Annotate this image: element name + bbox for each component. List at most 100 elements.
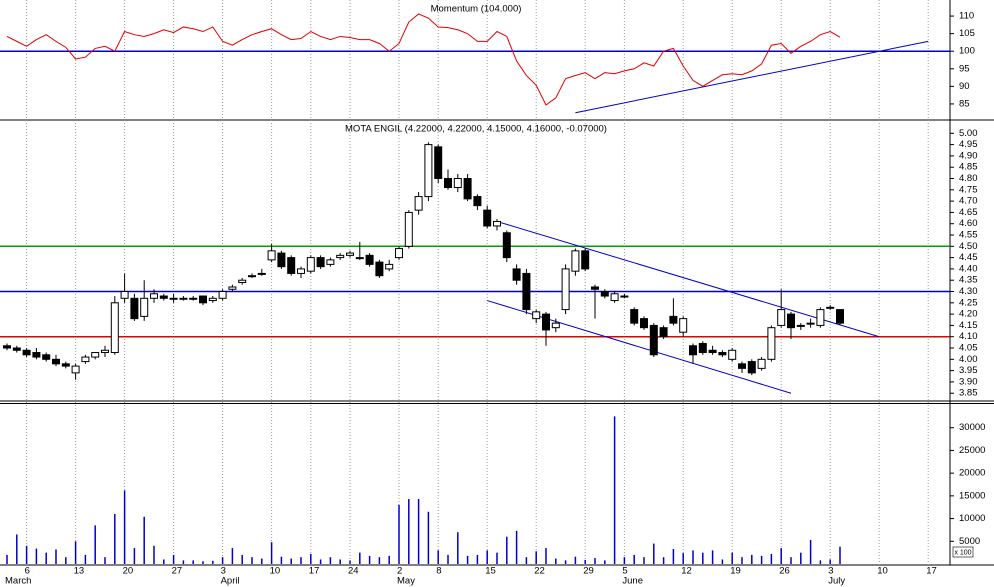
volume-bar: [447, 554, 449, 564]
candle-body: [542, 313, 550, 331]
y-tick-label: 3.85: [959, 388, 978, 399]
candle-body: [669, 315, 678, 324]
candle-body: [532, 311, 541, 320]
y-tick-label: 85: [959, 98, 970, 109]
month-label: March: [5, 576, 31, 587]
volume-bar: [349, 560, 351, 564]
volume-bar: [613, 416, 616, 564]
month-label: July: [828, 576, 845, 587]
volume-bar: [643, 557, 645, 564]
volume-bar: [751, 554, 753, 564]
volume-bar: [702, 552, 704, 564]
candle-body: [248, 275, 256, 278]
candle-body: [169, 297, 178, 300]
volume-bar: [290, 558, 292, 564]
candle-body: [150, 293, 158, 299]
candle-body: [767, 327, 776, 360]
candle-body: [297, 268, 305, 274]
month-label: May: [397, 576, 415, 587]
x-tick-label: 8: [436, 566, 441, 577]
volume-bar: [809, 539, 812, 564]
candle-body: [571, 250, 580, 272]
candle-body: [747, 361, 756, 374]
volume-bar: [506, 536, 508, 564]
candle-body: [277, 252, 286, 268]
candle-body: [581, 250, 590, 270]
candle-body: [287, 257, 296, 274]
volume-bar: [829, 559, 831, 564]
candle-body: [42, 354, 51, 360]
candle-body: [365, 254, 374, 265]
x-tick-label: 29: [583, 566, 594, 577]
candle-body: [610, 293, 619, 302]
volume-bar: [584, 559, 586, 564]
candle-body: [591, 286, 599, 290]
volume-bar: [133, 548, 136, 564]
candle-body: [787, 313, 795, 329]
x-tick-label: 10: [877, 566, 888, 577]
volume-bar: [741, 557, 743, 564]
volume-bar: [486, 550, 488, 564]
volume-bar: [760, 555, 763, 564]
volume-bar: [682, 553, 684, 564]
volume-bar: [457, 532, 459, 564]
y-tick-label: 10000: [959, 513, 985, 524]
candle-body: [640, 318, 648, 329]
candle-body: [101, 349, 109, 354]
candle-body: [434, 146, 443, 180]
candle-body: [326, 259, 335, 265]
candle-body: [130, 297, 139, 320]
volume-bar: [476, 554, 479, 564]
volume-bar: [770, 554, 773, 564]
trend-line: [575, 40, 929, 114]
x-tick-label: 13: [74, 566, 85, 577]
volume-bar: [84, 554, 87, 564]
candle-body: [659, 327, 668, 338]
volume-bar: [45, 552, 47, 564]
x-tick-label: 26: [779, 566, 790, 577]
volume-bar: [555, 558, 557, 564]
candle-body: [91, 352, 100, 358]
volume-bar: [65, 557, 67, 564]
candle-body: [404, 211, 413, 247]
x-tick-label: 15: [485, 566, 496, 577]
candle-body: [679, 318, 688, 333]
candle-body: [228, 286, 237, 290]
candle-body: [738, 363, 746, 369]
candle-body: [414, 196, 423, 211]
candle-body: [316, 257, 325, 268]
candle-body: [395, 248, 403, 259]
volume-bar: [114, 514, 116, 564]
candle-body: [306, 257, 315, 272]
y-tick-label: 4.45: [959, 252, 978, 263]
y-tick-label: 4.75: [959, 184, 978, 195]
volume-bar: [300, 557, 302, 564]
volume-bar: [319, 559, 322, 564]
candle-body: [22, 349, 31, 356]
momentum-line: [6, 13, 841, 106]
candle-body: [649, 324, 658, 356]
volume-bar: [251, 557, 253, 564]
candle-body: [728, 349, 737, 360]
candle-body: [777, 309, 786, 326]
y-tick-label: 100: [959, 46, 975, 57]
candle-body: [120, 291, 129, 299]
candle-body: [267, 250, 276, 261]
volume-bar: [368, 555, 371, 564]
volume-bar: [672, 549, 675, 564]
volume-bar: [427, 511, 430, 564]
candle-body: [463, 178, 472, 200]
y-tick-label: 4.20: [959, 309, 978, 320]
volume-bar: [545, 548, 547, 564]
candle-body: [424, 144, 433, 198]
volume-bar: [359, 552, 361, 564]
volume-bar: [172, 554, 175, 564]
candle-body: [836, 309, 844, 324]
candle-body: [3, 345, 11, 349]
volume-bar: [241, 554, 243, 564]
x-tick-label: 10: [270, 566, 281, 577]
volume-bar: [104, 557, 106, 564]
volume-bar: [662, 557, 665, 564]
volume-bar: [721, 559, 724, 564]
